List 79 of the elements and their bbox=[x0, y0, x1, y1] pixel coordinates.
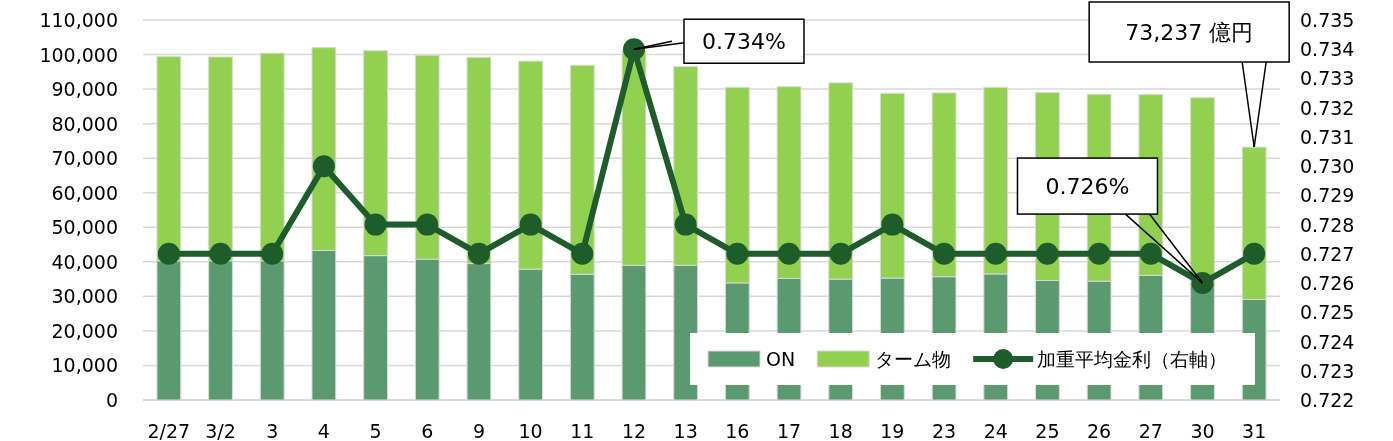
y-tick-label: 90,000 bbox=[51, 78, 118, 101]
point bbox=[1036, 242, 1059, 265]
x-tick-label: 9 bbox=[472, 420, 485, 441]
legend-label: 加重平均金利（右軸） bbox=[1037, 348, 1228, 370]
y2-tick-label: 0.728 bbox=[1300, 213, 1355, 236]
y-tick-label: 50,000 bbox=[51, 216, 118, 239]
x-tick-label: 12 bbox=[621, 420, 647, 441]
annotation: 73,237 億円 bbox=[1125, 20, 1254, 45]
x-tick-label: 27 bbox=[1138, 420, 1163, 441]
y2-tick-label: 0.726 bbox=[1300, 272, 1355, 295]
x-tick-label: 3/2 bbox=[205, 420, 236, 441]
data-label: 0.734% bbox=[702, 29, 786, 55]
x-tick-label: 19 bbox=[880, 420, 905, 441]
y-tick-label: 10,000 bbox=[51, 354, 118, 377]
legend-label: ターム物 bbox=[875, 348, 952, 370]
y-tick-label: 100,000 bbox=[39, 43, 118, 66]
point bbox=[519, 213, 542, 236]
x-tick-label: 17 bbox=[776, 420, 802, 441]
x-tick-label: 24 bbox=[983, 420, 1008, 441]
y-tick-label: 0 bbox=[105, 389, 118, 411]
point bbox=[1191, 272, 1214, 295]
point bbox=[829, 242, 852, 265]
y2-tick-label: 0.727 bbox=[1300, 242, 1355, 265]
x-tick-label: 16 bbox=[725, 420, 750, 441]
y2-tick-label: 0.722 bbox=[1300, 389, 1355, 411]
point bbox=[778, 242, 801, 265]
x-tick-label: 18 bbox=[828, 420, 853, 441]
point bbox=[674, 213, 697, 236]
y2-tick-label: 0.723 bbox=[1300, 359, 1355, 382]
point bbox=[1088, 242, 1111, 265]
x-tick-label: 5 bbox=[369, 420, 382, 441]
legend-label: ON bbox=[766, 348, 796, 370]
point bbox=[312, 155, 335, 178]
y2-tick-label: 0.730 bbox=[1300, 155, 1355, 178]
point bbox=[261, 242, 284, 265]
x-tick-label: 31 bbox=[1242, 420, 1267, 441]
y-tick-label: 60,000 bbox=[51, 181, 118, 204]
point bbox=[416, 213, 439, 236]
x-tick-label: 30 bbox=[1190, 420, 1215, 441]
y-tick-label: 80,000 bbox=[51, 112, 118, 135]
point bbox=[1139, 242, 1162, 265]
y-tick-label: 30,000 bbox=[51, 285, 118, 308]
point bbox=[467, 242, 490, 265]
y2-tick-label: 0.733 bbox=[1300, 67, 1355, 90]
x-tick-label: 11 bbox=[570, 420, 595, 441]
y2-tick-label: 0.724 bbox=[1300, 330, 1355, 353]
y2-tick-label: 0.734 bbox=[1300, 38, 1355, 61]
y2-tick-label: 0.729 bbox=[1300, 184, 1355, 207]
y2-tick-label: 0.731 bbox=[1300, 125, 1355, 148]
point bbox=[209, 242, 232, 265]
x-tick-label: 3 bbox=[266, 420, 279, 441]
point bbox=[933, 242, 956, 265]
x-tick-label: 4 bbox=[317, 420, 330, 441]
annotation: 0.734% bbox=[633, 18, 805, 64]
x-tick-label: 13 bbox=[673, 420, 698, 441]
y2-tick-label: 0.735 bbox=[1300, 9, 1355, 31]
point bbox=[622, 38, 645, 61]
data-label: 0.726% bbox=[1045, 174, 1130, 200]
y-tick-label: 110,000 bbox=[39, 9, 118, 31]
x-tick-label: 6 bbox=[421, 420, 434, 441]
y-tick-label: 20,000 bbox=[51, 319, 118, 342]
x-tick-label: 23 bbox=[931, 420, 957, 441]
point bbox=[984, 242, 1007, 265]
y2-tick-label: 0.725 bbox=[1300, 301, 1355, 324]
annotation: 0.726% bbox=[1016, 157, 1204, 284]
annotation: 73,237 億円 bbox=[1088, 1, 1290, 148]
y-tick-label: 70,000 bbox=[51, 147, 118, 170]
point bbox=[881, 213, 904, 236]
x-tick-label: 2/27 bbox=[147, 420, 191, 441]
x-tick-label: 26 bbox=[1087, 420, 1112, 441]
point bbox=[157, 242, 180, 265]
y2-tick-label: 0.732 bbox=[1300, 96, 1355, 119]
point bbox=[1243, 242, 1266, 265]
y-tick-label: 40,000 bbox=[51, 250, 118, 273]
x-tick-label: 10 bbox=[518, 420, 543, 441]
point bbox=[726, 242, 749, 265]
point bbox=[364, 213, 387, 236]
point bbox=[571, 242, 594, 265]
x-tick-label: 25 bbox=[1035, 420, 1060, 441]
